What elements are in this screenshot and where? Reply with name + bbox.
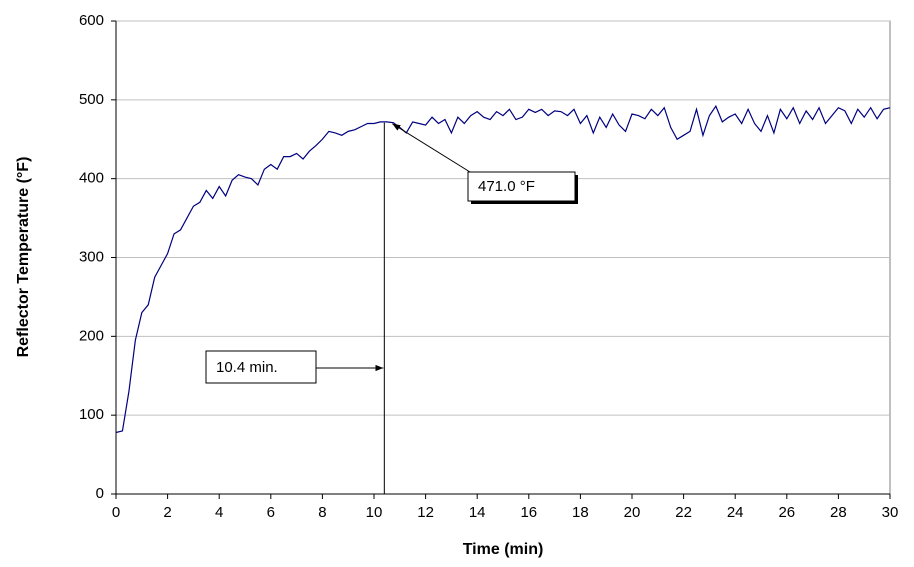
callout-box — [205, 350, 317, 384]
y-tick-label: 600 — [79, 12, 104, 29]
y-tick-label: 0 — [96, 485, 104, 502]
y-tick-label: 400 — [79, 170, 104, 187]
x-tick-label: 30 — [882, 504, 899, 521]
x-tick-label: 4 — [215, 504, 223, 521]
callout-arrow — [392, 123, 471, 173]
x-tick-label: 2 — [163, 504, 171, 521]
x-tick-label: 22 — [675, 504, 692, 521]
callout-label: 10.4 min. — [216, 359, 278, 376]
y-tick-label: 200 — [79, 327, 104, 344]
y-axis-title: Reflector Temperature (°F) — [15, 157, 32, 358]
x-tick-label: 20 — [624, 504, 641, 521]
x-tick-label: 18 — [572, 504, 589, 521]
x-tick-label: 12 — [417, 504, 434, 521]
y-tick-label: 100 — [79, 406, 104, 423]
x-tick-label: 16 — [520, 504, 537, 521]
x-tick-label: 10 — [366, 504, 383, 521]
data-line — [115, 104, 891, 434]
x-tick-label: 8 — [318, 504, 326, 521]
x-tick-label: 24 — [727, 504, 744, 521]
x-tick-label: 26 — [778, 504, 795, 521]
x-tick-label: 6 — [267, 504, 275, 521]
x-tick-label: 14 — [469, 504, 486, 521]
x-axis-title: Time (min) — [463, 541, 544, 558]
x-tick-label: 28 — [830, 504, 847, 521]
callout-label: 471.0 °F — [478, 178, 535, 195]
callout-box — [467, 171, 576, 202]
y-tick-label: 300 — [79, 248, 104, 265]
y-tick-label: 500 — [79, 91, 104, 108]
x-tick-label: 0 — [112, 504, 120, 521]
